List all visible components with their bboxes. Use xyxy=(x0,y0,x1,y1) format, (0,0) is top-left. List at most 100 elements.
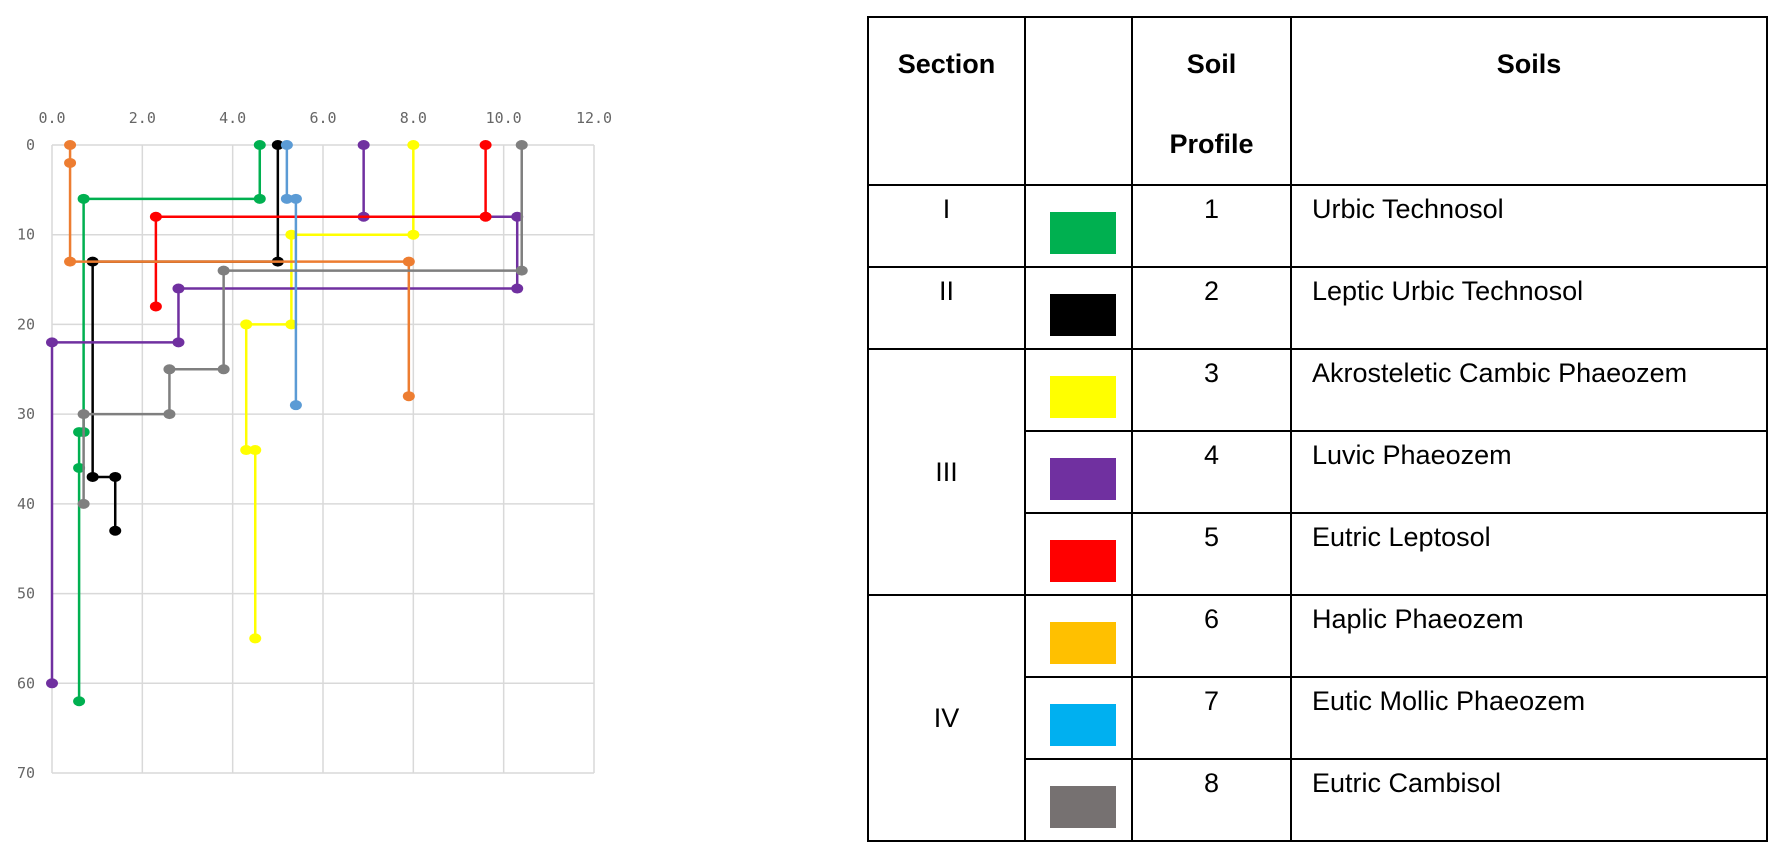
series-point xyxy=(73,696,86,707)
section-label: I xyxy=(942,194,951,224)
profile-number: 3 xyxy=(1203,358,1220,388)
soil-name-cell: Eutric Cambisol xyxy=(1290,758,1768,842)
series-profile-1 xyxy=(73,140,266,707)
series-point xyxy=(249,445,262,456)
color-swatch xyxy=(1050,704,1116,746)
series-line xyxy=(91,145,280,531)
series-point xyxy=(253,140,266,150)
swatch-cell xyxy=(1024,266,1133,350)
series-point xyxy=(217,364,230,375)
y-tick-label: 10 xyxy=(17,226,35,244)
legend-row: 4 Luvic Phaeozem xyxy=(868,430,1768,514)
section-label: III xyxy=(935,456,958,487)
section-cell: I xyxy=(867,184,1026,268)
series-point xyxy=(64,140,77,150)
legend-row: I 1 Urbic Technosol xyxy=(867,184,1768,268)
series-point xyxy=(240,445,253,456)
series-point xyxy=(217,265,230,276)
soil-name-cell: Haplic Phaeozem xyxy=(1290,594,1768,678)
chart-axes: 0.0 2.0 4.0 6.0 8.0 10.0 12.0 0 10 20 30 40 50 60 70 xyxy=(17,109,612,782)
series-point xyxy=(285,319,298,330)
profile-number-cell: 8 xyxy=(1131,758,1292,842)
chart-grid xyxy=(51,144,595,774)
profile-number-cell: 3 xyxy=(1131,348,1292,432)
series-line xyxy=(244,145,415,639)
color-swatch xyxy=(1050,540,1116,582)
y-tick-label: 0 xyxy=(26,136,35,154)
series-profile-5 xyxy=(149,140,492,312)
y-tick-label: 20 xyxy=(17,315,35,333)
color-swatch xyxy=(1050,786,1116,828)
y-tick-label: 30 xyxy=(17,405,35,423)
legend-row: III 3 Akrosteletic Cambic Phaeozem xyxy=(867,348,1768,596)
section-label: II xyxy=(938,276,954,306)
series-point xyxy=(64,256,77,267)
series-point xyxy=(149,211,162,222)
profile-number: 5 xyxy=(1203,522,1220,552)
series-point xyxy=(280,193,293,204)
soil-name-cell: Eutic Mollic Phaeozem xyxy=(1290,676,1768,760)
legend-row: 7 Eutic Mollic Phaeozem xyxy=(868,676,1768,760)
x-tick-label: 12.0 xyxy=(576,109,612,127)
x-tick-label: 0.0 xyxy=(38,109,65,127)
x-tick-label: 6.0 xyxy=(309,109,336,127)
color-swatch xyxy=(1050,458,1116,500)
series-point xyxy=(86,471,99,482)
series-point xyxy=(64,157,77,168)
soil-legend-table: Section Soil Profile Soils I 1 Urbic Tec… xyxy=(867,16,1768,842)
series-point xyxy=(479,140,492,150)
legend-row: II 2 Leptic Urbic Technosol xyxy=(867,266,1768,350)
y-tick-label: 40 xyxy=(17,495,35,513)
profile-number: 4 xyxy=(1203,440,1220,470)
soil-name-cell: Luvic Phaeozem xyxy=(1290,430,1768,514)
soil-name-cell: Eutric Leptosol xyxy=(1290,512,1768,596)
series-point xyxy=(77,498,90,509)
series-point xyxy=(407,229,420,240)
legend-row: IV 6 Haplic Phaeozem xyxy=(867,594,1768,842)
series-point xyxy=(357,140,370,150)
profile-number-cell: 1 xyxy=(1131,184,1292,268)
color-swatch xyxy=(1050,294,1116,336)
profile-number-cell: 7 xyxy=(1131,676,1292,760)
series-point xyxy=(479,211,492,222)
profile-number: 6 xyxy=(1203,604,1220,634)
profile-number-cell: 2 xyxy=(1131,266,1292,350)
profile-number: 7 xyxy=(1203,686,1220,716)
swatch-cell xyxy=(1024,594,1133,678)
section-cell: IV xyxy=(867,594,1026,842)
header-soil-profile: Soil Profile xyxy=(1131,16,1292,186)
x-tick-label: 4.0 xyxy=(219,109,246,127)
profile-number-cell: 6 xyxy=(1131,594,1292,678)
color-swatch xyxy=(1050,376,1116,418)
series-point xyxy=(515,265,528,276)
series-point xyxy=(402,391,415,402)
legend-row: 5 Eutric Leptosol xyxy=(868,512,1768,596)
series-profile-7 xyxy=(280,140,302,411)
y-tick-label: 70 xyxy=(17,764,35,782)
series-point xyxy=(172,283,185,294)
series-point xyxy=(289,400,302,411)
soil-name-cell: Akrosteletic Cambic Phaeozem xyxy=(1290,348,1768,432)
soil-name: Akrosteletic Cambic Phaeozem xyxy=(1312,358,1688,388)
soil-name: Eutric Leptosol xyxy=(1312,522,1491,552)
series-profile-3 xyxy=(240,140,420,644)
soil-name: Eutric Cambisol xyxy=(1312,768,1502,798)
section-label: IV xyxy=(933,702,960,733)
soil-name: Luvic Phaeozem xyxy=(1312,440,1512,470)
series-point xyxy=(163,364,176,375)
legend-header-row: Section Soil Profile Soils xyxy=(867,16,1768,186)
series-point xyxy=(46,337,58,348)
swatch-cell xyxy=(1024,676,1133,760)
color-swatch xyxy=(1050,622,1116,664)
series-point xyxy=(109,525,122,536)
swatch-cell xyxy=(1024,430,1133,514)
series-line xyxy=(154,145,487,307)
series-point xyxy=(46,678,58,689)
series-point xyxy=(172,337,185,348)
color-swatch xyxy=(1050,212,1116,254)
section-cell: II xyxy=(867,266,1026,350)
soil-name: Haplic Phaeozem xyxy=(1312,604,1524,634)
series-point xyxy=(149,301,162,312)
header-soil-profile-line1: Soil xyxy=(1186,49,1237,79)
profile-number-cell: 4 xyxy=(1131,430,1292,514)
